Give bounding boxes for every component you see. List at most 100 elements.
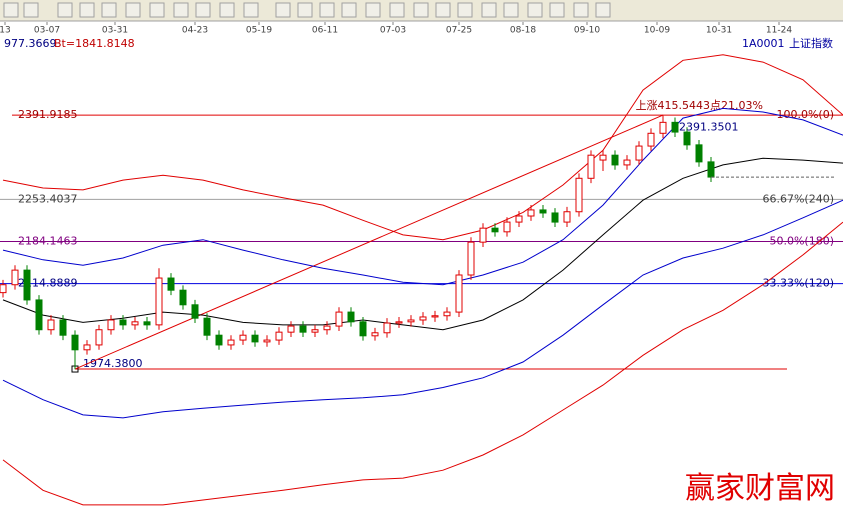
candle-body <box>515 215 523 223</box>
candle-body <box>347 311 355 323</box>
candle-body <box>71 334 79 351</box>
candle-body <box>575 177 583 213</box>
candle-body <box>683 131 691 146</box>
candle-body <box>239 334 247 341</box>
candle-body <box>299 325 307 333</box>
tool-button[interactable] <box>79 2 95 18</box>
tool-button[interactable] <box>3 2 19 18</box>
candle-body <box>467 241 475 276</box>
candle-body <box>611 154 619 166</box>
level-ratio: 33.33%(120) <box>762 277 834 290</box>
candle-body <box>143 321 151 326</box>
tool-button[interactable] <box>243 2 259 18</box>
level-label: 2114.8889 <box>18 277 78 290</box>
candle-body <box>623 159 631 166</box>
candle-body <box>263 339 271 343</box>
tool-button[interactable] <box>365 2 381 18</box>
candle-body <box>587 154 595 179</box>
x-tick-label: 04-23 <box>182 26 208 36</box>
candle-body <box>95 329 103 346</box>
candle-body <box>11 269 19 286</box>
candle-body <box>695 144 703 163</box>
x-tick-label: 07-03 <box>380 26 406 36</box>
candle-body <box>503 221 511 233</box>
candle-body <box>107 319 115 331</box>
indicator-line <box>2 107 843 286</box>
tool-button[interactable] <box>219 2 235 18</box>
info-value: 977.3669 <box>4 37 57 50</box>
x-tick-label: 03-31 <box>102 26 128 36</box>
candle-body <box>83 344 91 351</box>
candle-body <box>179 289 187 306</box>
candle-body <box>287 325 295 333</box>
candle-body <box>443 311 451 317</box>
tool-button[interactable] <box>125 2 141 18</box>
toolbar <box>0 0 843 22</box>
candle-body <box>659 121 667 134</box>
candle-body <box>371 332 379 337</box>
candle-body <box>35 299 43 331</box>
candle-body <box>323 325 331 331</box>
x-tick-label: 13 <box>0 26 11 36</box>
candle-body <box>599 154 607 161</box>
tool-button[interactable] <box>549 2 565 18</box>
watermark: 赢家财富网 <box>685 471 835 506</box>
candle-body <box>419 316 427 321</box>
tool-button[interactable] <box>101 2 117 18</box>
candle-body <box>311 329 319 333</box>
candle-body <box>59 319 67 336</box>
candle-body <box>635 145 643 161</box>
candle-body <box>227 339 235 346</box>
candle-body <box>383 322 391 334</box>
candle-body <box>0 284 7 294</box>
symbol-name: 上证指数 <box>789 36 833 50</box>
tool-button[interactable] <box>503 2 519 18</box>
tool-button[interactable] <box>275 2 291 18</box>
candle-body <box>563 211 571 223</box>
level-label: 2391.9185 <box>18 108 78 121</box>
tool-button[interactable] <box>173 2 189 18</box>
candle-body <box>191 304 199 319</box>
tool-button[interactable] <box>573 2 589 18</box>
tool-button[interactable] <box>57 2 73 18</box>
candle-body <box>479 227 487 243</box>
candle-body <box>539 209 547 214</box>
tool-button[interactable] <box>341 2 357 18</box>
symbol-code: 1A0001 <box>742 37 785 50</box>
info-text: Bt=1841.8148 <box>54 37 135 50</box>
indicator-line <box>2 54 843 241</box>
x-tick-label: 07-25 <box>446 26 472 36</box>
tool-button[interactable] <box>23 2 39 18</box>
trend-line <box>74 114 664 370</box>
x-tick-label: 08-18 <box>510 26 536 36</box>
candle-body <box>275 331 283 341</box>
x-tick-label: 05-19 <box>246 26 272 36</box>
candle-body <box>47 319 55 331</box>
candle-body <box>455 274 463 313</box>
peak-label: 2391.3501 <box>679 120 739 133</box>
tool-button[interactable] <box>149 2 165 18</box>
candle-body <box>431 315 439 318</box>
candle-body <box>167 277 175 291</box>
x-tick-label: 03-07 <box>34 26 60 36</box>
indicator-line <box>2 157 843 331</box>
tool-button[interactable] <box>389 2 405 18</box>
tool-button[interactable] <box>435 2 451 18</box>
candle-body <box>215 334 223 346</box>
candle-body <box>395 321 403 324</box>
indicator-line <box>2 221 843 506</box>
x-tick-label: 10-31 <box>706 26 732 36</box>
tool-button[interactable] <box>195 2 211 18</box>
tool-button[interactable] <box>527 2 543 18</box>
tool-button[interactable] <box>595 2 611 18</box>
tool-button[interactable] <box>457 2 473 18</box>
tool-button[interactable] <box>319 2 335 18</box>
x-tick-label: 09-10 <box>574 26 600 36</box>
tool-button[interactable] <box>481 2 497 18</box>
tool-button[interactable] <box>413 2 429 18</box>
candle-body <box>359 321 367 337</box>
candle-body <box>647 132 655 147</box>
tool-button[interactable] <box>297 2 313 18</box>
